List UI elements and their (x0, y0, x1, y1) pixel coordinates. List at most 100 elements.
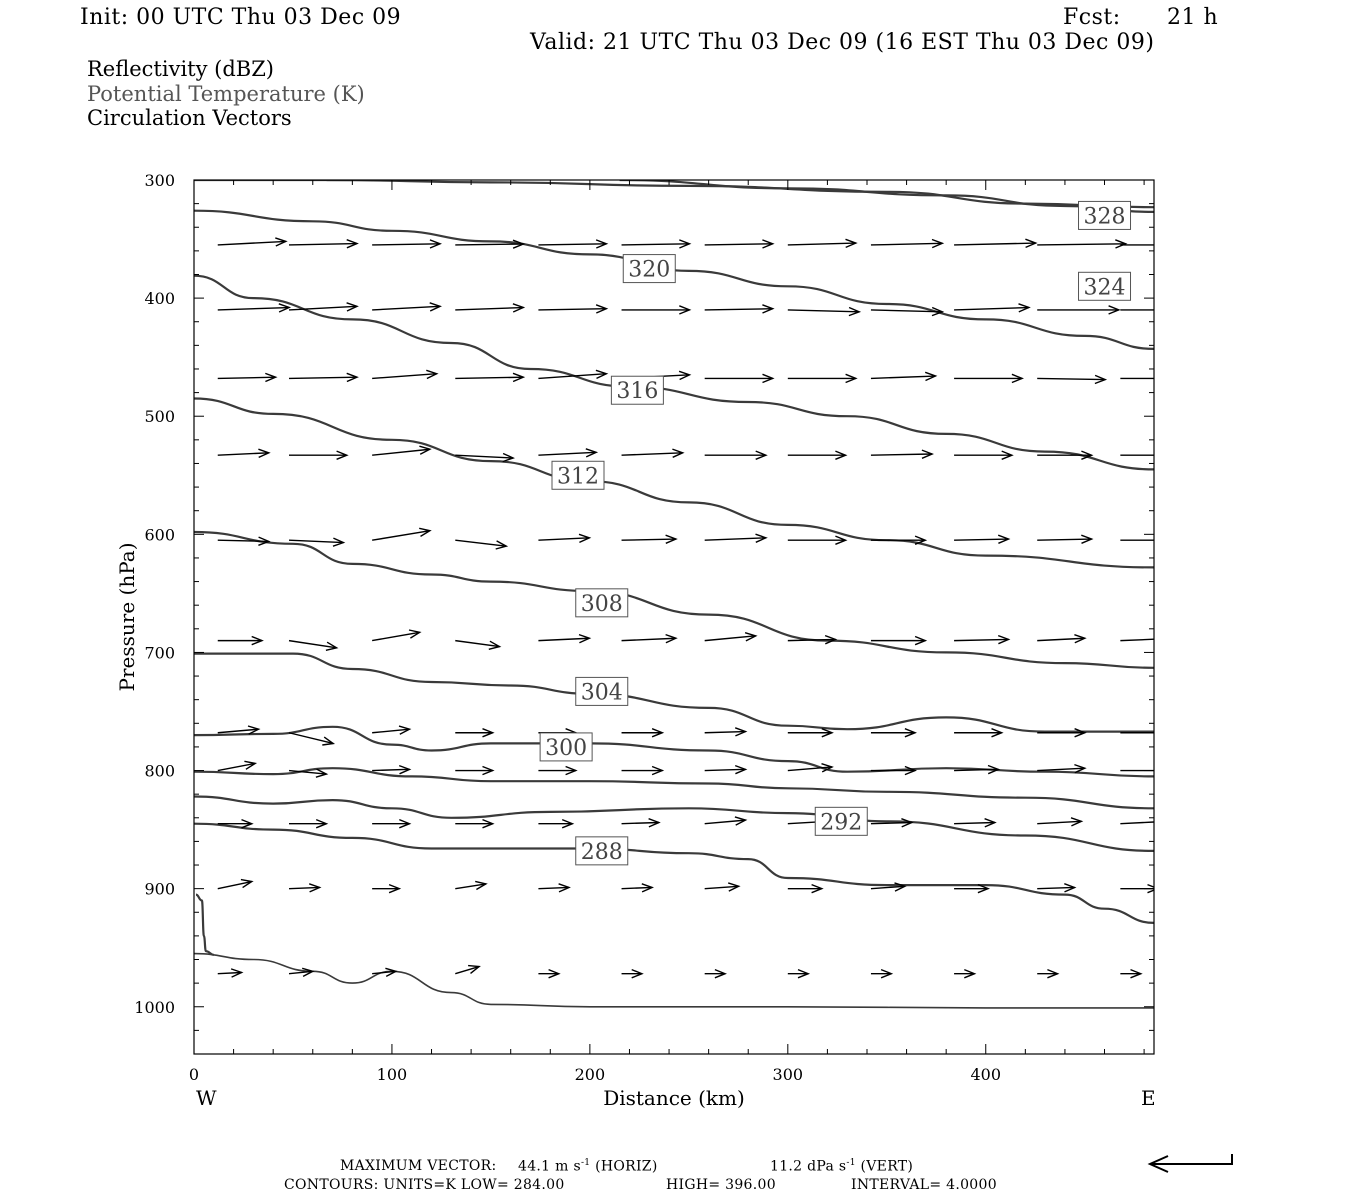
vector-head-5-8 (914, 635, 928, 646)
vector-head-2-6 (762, 373, 775, 384)
vector-9-8 (870, 885, 905, 890)
horiz-tag: (HORIZ) (595, 1158, 658, 1175)
vector-head-7-9 (987, 764, 1001, 775)
vector-7-10 (1037, 767, 1085, 772)
vector-3-2 (372, 448, 431, 456)
vector-4-4 (538, 537, 590, 541)
isentrope-label-box-292 (814, 806, 868, 836)
vector-head-2-1 (346, 372, 359, 383)
vector-head-4-9 (997, 534, 1011, 544)
vector-6-2 (372, 728, 410, 734)
vector-head-4-5 (665, 534, 678, 544)
vector-1-8 (870, 309, 943, 313)
vector-1-1 (288, 305, 358, 311)
vector-head-1-6 (762, 304, 775, 314)
vector-head-3-11 (1168, 451, 1178, 459)
vector-head-9-6 (727, 882, 741, 892)
vector-head-1-5 (679, 305, 692, 315)
forecast-label: Fcst: (1063, 5, 1121, 30)
vector-3-8 (870, 453, 933, 456)
vector-head-6-0 (247, 725, 261, 735)
x-tick-label: 0 (189, 1065, 199, 1084)
isentrope-label-box-300 (539, 732, 593, 762)
vector-head-4-10 (1081, 534, 1094, 544)
vector-head-6-7 (821, 728, 834, 738)
vector-2-2 (372, 372, 437, 380)
vector-head-7-7 (821, 763, 834, 773)
isentrope-328 (619, 180, 1154, 213)
vector-10-2 (372, 970, 397, 975)
isentrope-label-312: 312 (557, 464, 599, 489)
vector-head-9-3 (475, 880, 488, 891)
vector-head-7-5 (651, 765, 665, 776)
vector-head-0-8 (931, 238, 945, 249)
vector-0-5 (621, 243, 690, 246)
vector-head-8-9 (984, 818, 997, 828)
axes (193, 179, 1155, 1055)
vector-1-4 (538, 308, 607, 311)
vector-head-0-4 (595, 239, 609, 249)
vector-head-0-10 (1115, 239, 1128, 249)
vector-head-2-3 (512, 372, 526, 383)
isentrope-segment-0 (326, 180, 1154, 209)
vector-head-8-11 (1158, 818, 1169, 826)
vector-8-5 (621, 821, 659, 825)
max-vector-label: MAXIMUM VECTOR: (340, 1158, 497, 1174)
isentrope-296 (194, 795, 1154, 852)
isentrope-label-box-328 (1078, 200, 1132, 230)
vector-head-10-10 (1047, 968, 1060, 979)
vector-head-1-9 (1018, 303, 1031, 313)
isentrope-316 (194, 397, 1154, 569)
vector-10-1 (288, 970, 313, 975)
vert-value: 11.2 dPa s (770, 1158, 847, 1175)
vector-head-10-6 (714, 968, 727, 979)
vector-head-9-9 (977, 883, 990, 894)
vector-1-9 (954, 306, 1029, 311)
vector-head-9-5 (641, 883, 654, 893)
vector-head-0-5 (679, 239, 692, 249)
vector-head-6-5 (651, 728, 665, 738)
vector-5-9 (954, 638, 1009, 642)
vector-6-0 (217, 728, 259, 734)
vector-head-0-6 (762, 239, 775, 249)
east-label: E (1141, 1086, 1156, 1110)
vector-head-5-4 (578, 633, 592, 644)
vector-5-7 (787, 638, 836, 642)
vector-head-3-0 (258, 448, 271, 459)
vector-head-5-2 (408, 629, 422, 639)
vector-5-5 (621, 637, 676, 642)
isentrope-label-324: 324 (1084, 275, 1126, 300)
vector-head-1-7 (848, 306, 862, 317)
vector-head-9-10 (1064, 883, 1077, 893)
vector-9-3 (455, 883, 486, 890)
vector-2-1 (288, 376, 358, 380)
vector-2-10 (1037, 377, 1106, 381)
isentrope-320 (194, 274, 1154, 471)
vector-head-3-6 (755, 450, 768, 460)
vector-7-7 (787, 766, 833, 772)
vector-head-10-4 (548, 968, 561, 979)
vector-7-0 (217, 762, 256, 772)
vector-head-9-0 (240, 878, 254, 889)
vector-head-8-10 (1070, 817, 1084, 827)
vector-head-9-2 (388, 883, 402, 894)
vector-2-4 (538, 372, 607, 380)
field-reflectivity: Reflectivity (dBZ) (87, 57, 275, 81)
y-tick-label: 1000 (134, 998, 175, 1017)
isentrope-label-box-324 (1078, 271, 1132, 301)
horiz-exponent: -1 (580, 1158, 591, 1168)
vector-head-2-5 (678, 370, 692, 381)
vector-7-2 (372, 768, 410, 772)
vector-head-3-5 (672, 448, 685, 458)
isentrope-304 (194, 725, 1154, 778)
vector-4-2 (372, 530, 431, 541)
y-tick-label: 800 (144, 762, 175, 781)
vector-head-10-1 (302, 967, 315, 978)
vector-head-3-7 (835, 450, 848, 460)
isentrope-label-box-288 (575, 836, 629, 866)
y-tick-label: 900 (144, 880, 175, 899)
vector-head-8-3 (482, 818, 495, 829)
vector-head-4-6 (755, 533, 768, 543)
vector-head-7-1 (315, 768, 329, 778)
vector-head-7-0 (244, 760, 258, 770)
